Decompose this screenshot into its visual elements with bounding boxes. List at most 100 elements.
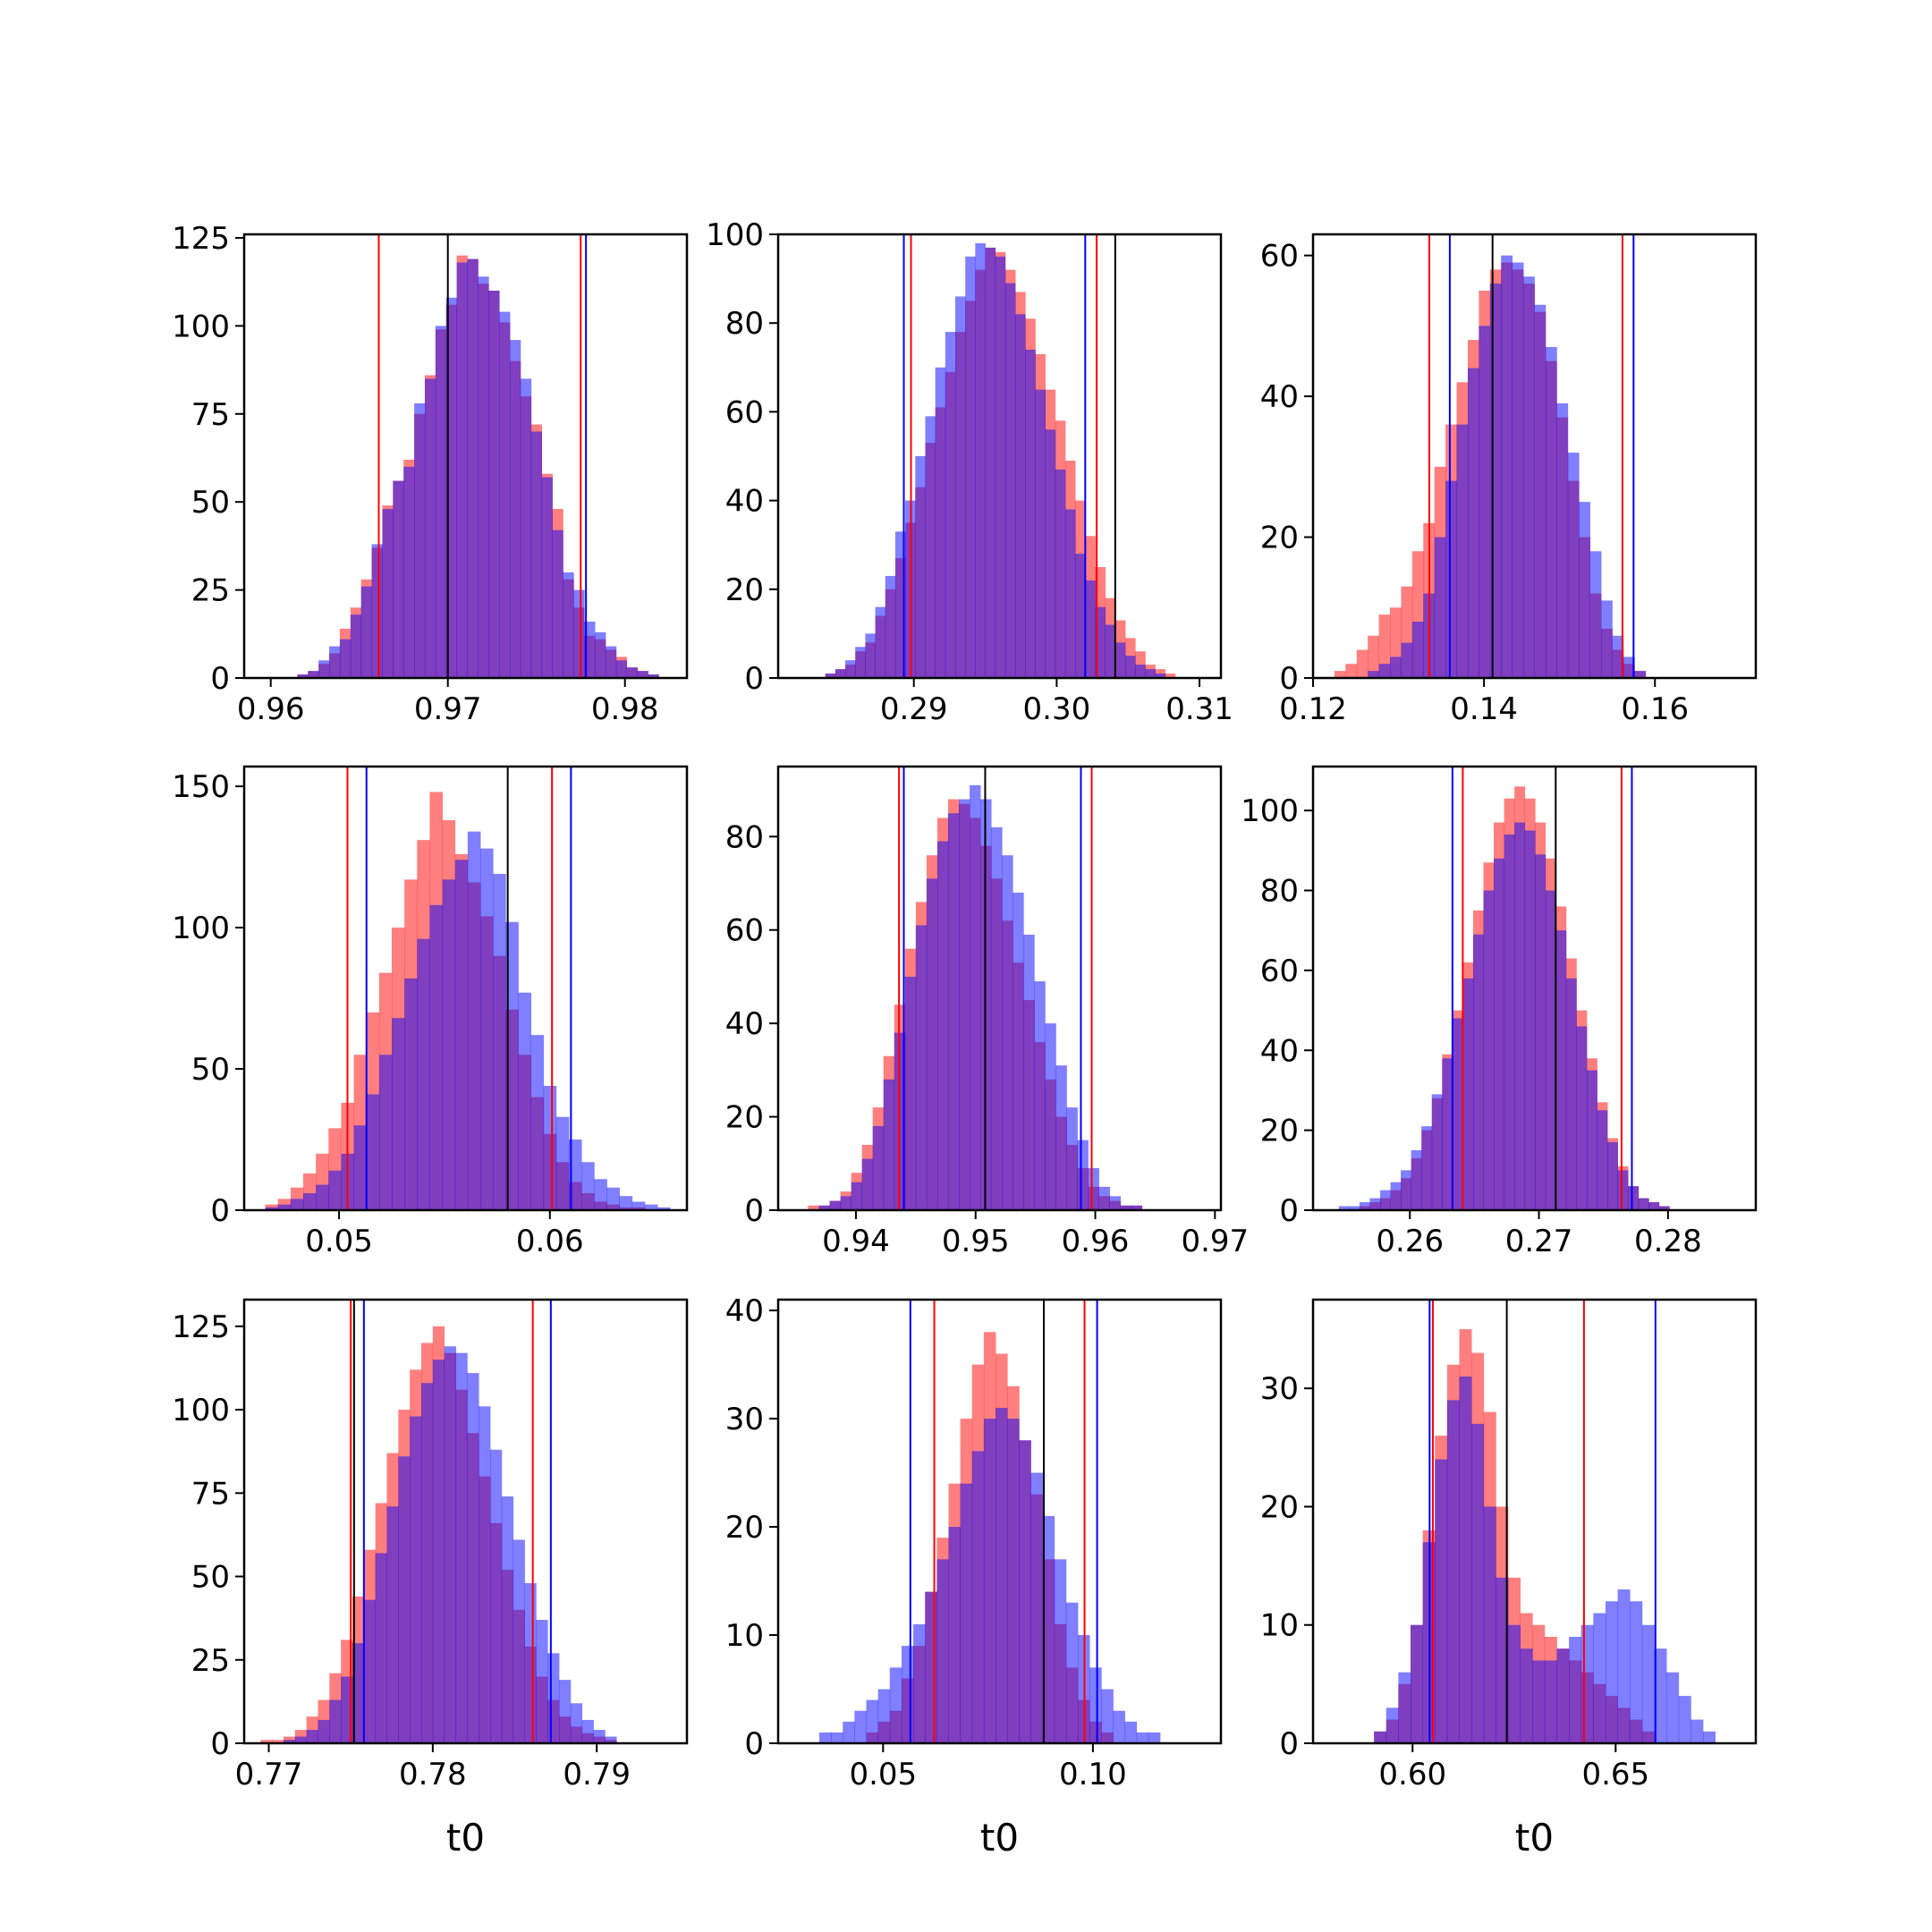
histogram-bar-blue <box>845 660 856 678</box>
plot-area <box>297 234 659 678</box>
panel-5: 0.94 0.95 0.96 0.97 0 20 40 60 80 <box>725 765 1249 1259</box>
histogram-bar-blue <box>1494 858 1504 1210</box>
histogram-bar-blue <box>1065 1602 1079 1743</box>
histogram-bar-blue <box>524 1582 537 1743</box>
histogram-bar-blue <box>1042 1515 1055 1743</box>
histogram-bar-blue <box>985 247 996 678</box>
histogram-bar-blue <box>1617 1170 1629 1210</box>
y-tick-label: 0 <box>1279 1193 1299 1229</box>
y-tick-label: 10 <box>1260 1608 1299 1644</box>
histogram-bar-blue <box>1131 1205 1143 1210</box>
histogram-bar-blue <box>363 1599 377 1743</box>
histogram-bar-blue <box>329 1699 342 1743</box>
histogram-bar-blue <box>1378 664 1391 678</box>
histogram-bar-red <box>1378 614 1391 678</box>
histogram-bar-red <box>1356 649 1368 678</box>
y-tick-label: 100 <box>706 217 764 253</box>
histogram-bar-red <box>1345 664 1358 678</box>
histogram-bar-blue <box>1113 1710 1125 1743</box>
histogram-bar-blue <box>1589 551 1602 678</box>
axes-frame <box>242 765 689 1212</box>
histogram-bar-blue <box>904 976 917 1210</box>
panel-3: 0.12 0.14 0.16 0 20 40 60 <box>1260 233 1758 727</box>
histogram-bar-blue <box>1109 1196 1122 1210</box>
axes-frame <box>776 1298 1223 1745</box>
histogram-bar-blue <box>1630 1601 1643 1743</box>
histogram-bar-blue <box>454 860 469 1210</box>
histogram-bar-blue <box>605 1736 617 1743</box>
histogram-bar-blue <box>1702 1731 1716 1743</box>
histogram-bar-blue <box>835 669 846 678</box>
x-axis-label: t0 <box>980 1816 1019 1860</box>
histogram-bar-blue <box>913 1623 926 1743</box>
histogram-bar-blue <box>520 378 532 678</box>
x-tick-label: 0.26 <box>1376 1224 1444 1259</box>
y-tick-label: 0 <box>1279 1726 1299 1762</box>
histogram-bar-blue <box>1605 1601 1618 1743</box>
histogram-bar-blue <box>818 1732 832 1743</box>
histogram-bar-blue <box>404 978 418 1210</box>
histogram-bar-blue <box>1125 656 1136 678</box>
histogram-bar-blue <box>925 416 936 678</box>
histogram-bar-blue <box>518 992 531 1210</box>
histogram-bar-blue <box>1023 934 1035 1210</box>
histogram-bar-blue <box>308 671 319 678</box>
histogram-bar-blue <box>855 647 866 678</box>
y-tick-label: 40 <box>725 1293 764 1329</box>
x-tick-label: 0.28 <box>1634 1224 1702 1259</box>
y-tick-label: 10 <box>725 1618 764 1654</box>
y-tick-label: 0 <box>744 1726 764 1762</box>
histogram-bar-blue <box>1459 1376 1472 1743</box>
histogram-bar-blue <box>915 456 926 678</box>
histogram-bar-blue <box>1504 834 1515 1210</box>
histogram-bar-blue <box>657 1207 671 1210</box>
panel-9: 0.60 0.65 0 10 20 30 t0 <box>1260 1298 1758 1860</box>
histogram-bar-blue <box>584 622 596 678</box>
histogram-bar-blue <box>1472 934 1484 1210</box>
x-tick-label: 0.65 <box>1581 1757 1649 1792</box>
axes-frame <box>1311 765 1758 1212</box>
plot-area <box>265 767 671 1210</box>
histogram-bar-blue <box>478 276 489 678</box>
histogram-bar-blue <box>945 332 956 678</box>
histogram-bar-blue <box>1471 1423 1485 1743</box>
histogram-bar-blue <box>955 296 966 678</box>
histogram-bar-blue <box>1690 1719 1704 1743</box>
histogram-bar-blue <box>350 614 362 678</box>
histogram-bar-blue <box>1496 1577 1509 1743</box>
histogram-bar-blue <box>513 1539 525 1743</box>
histogram-bar-blue <box>1085 580 1096 678</box>
y-tick-label: 0 <box>1279 661 1299 697</box>
histogram-bar-blue <box>831 1732 843 1743</box>
histogram-bar-blue <box>1586 1070 1597 1210</box>
histogram-bar-blue <box>1002 855 1013 1210</box>
axes-frame <box>776 765 1223 1212</box>
y-tick-label: 20 <box>725 1100 764 1136</box>
histogram-bar-blue <box>1462 978 1474 1210</box>
histogram-bar-blue <box>1648 1202 1660 1210</box>
y-tick-label: 50 <box>191 1560 230 1596</box>
x-tick-label: 0.97 <box>414 691 482 727</box>
plot-area <box>1334 234 1647 678</box>
histogram-bar-blue <box>1579 502 1591 678</box>
histogram-bar-blue <box>1135 665 1146 678</box>
histogram-bar-blue <box>1483 1506 1496 1743</box>
histogram-bar-blue <box>935 367 946 678</box>
histogram-bar-blue <box>1523 276 1535 678</box>
histogram-bar-blue <box>1064 509 1076 678</box>
histogram-bar-blue <box>555 1116 570 1210</box>
histogram-bar-blue <box>872 1126 885 1210</box>
x-tick-label: 0.31 <box>1165 691 1233 727</box>
histogram-bar-blue <box>1030 1472 1043 1743</box>
histogram-bar-blue <box>1148 1732 1161 1743</box>
histogram-bar-blue <box>424 378 436 678</box>
y-tick-label: 25 <box>191 573 230 609</box>
histogram-bar-blue <box>1095 606 1106 678</box>
histogram-bar-blue <box>1612 635 1624 678</box>
histogram-bar-blue <box>393 480 404 678</box>
histogram-bar-red <box>1165 674 1176 678</box>
histogram-bar-blue <box>382 509 394 678</box>
histogram-bar-blue <box>1654 1648 1667 1743</box>
histogram-bar-blue <box>510 340 521 678</box>
histogram-bar-blue <box>467 831 481 1210</box>
